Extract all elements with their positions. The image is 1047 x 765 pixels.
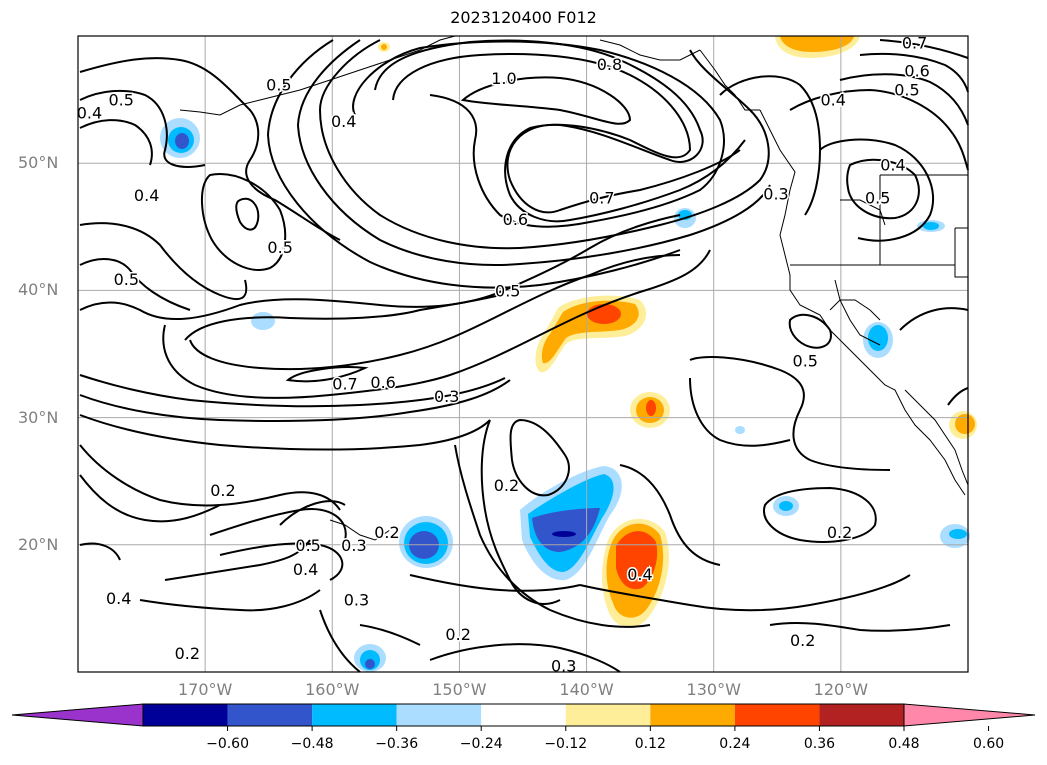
pos-anomaly-central	[535, 295, 647, 373]
contour-label: 0.4	[106, 589, 131, 608]
contour-label: 0.4	[331, 112, 356, 131]
contour-label: 0.7	[589, 189, 614, 208]
contour-label: 0.4	[134, 186, 159, 205]
map-frame	[77, 35, 969, 673]
contour-label: 0.5	[114, 270, 139, 289]
colorbar-tick-label: 0.36	[803, 736, 836, 752]
colorbar-tick-label: 0.60	[972, 736, 1005, 752]
colorbar-tick-label: −0.60	[206, 736, 249, 752]
colorbar-segment	[396, 704, 482, 726]
longitude-label: 150°W	[432, 680, 487, 699]
neg-anomaly-hawaii-east	[399, 516, 453, 568]
colorbar-extend-min	[11, 703, 144, 727]
contour-label: 0.7	[332, 374, 357, 393]
colorbar-segment	[227, 704, 313, 726]
contour-label: 0.5	[865, 189, 890, 208]
contour-label: 0.3	[434, 387, 459, 406]
contour-label: 0.4	[880, 155, 905, 174]
colorbar-segment	[481, 704, 566, 726]
colorbar-segment	[819, 704, 904, 726]
map-title: 2023120400 F012	[450, 8, 597, 27]
contour-label: 0.2	[374, 523, 399, 542]
contour-label: 0.6	[370, 373, 395, 392]
colorbar-segment	[312, 704, 397, 726]
pos-anomaly-small	[378, 36, 977, 439]
contour-label: 0.2	[494, 476, 519, 495]
longitude-label: 140°W	[559, 680, 614, 699]
contour-label: 0.2	[445, 625, 470, 644]
latitude-label: 30°N	[18, 407, 59, 427]
longitude-label: 130°W	[686, 680, 741, 699]
contour-label: 0.3	[344, 590, 369, 609]
pos-anomaly-south	[602, 518, 670, 628]
contour-label: 0.7	[902, 33, 927, 52]
contour-label: 0.5	[495, 281, 520, 300]
neg-anomaly-south	[354, 644, 386, 672]
contour-label: 0.5	[894, 80, 919, 99]
contour-label: 0.3	[341, 536, 366, 555]
contour-label: 0.5	[267, 238, 292, 257]
latitude-label: 40°N	[18, 280, 59, 300]
contour-label: 1.0	[491, 69, 516, 88]
colorbar-tick-label: −0.12	[544, 736, 588, 752]
colorbar-tick-label: −0.24	[459, 736, 503, 752]
longitude-label: 160°W	[305, 680, 360, 699]
contour-label: 0.8	[597, 55, 622, 74]
colorbar	[11, 703, 1036, 731]
contour-label: 0.2	[790, 631, 815, 650]
colorbar-segment	[143, 704, 228, 726]
colorbar-tick-label: 0.12	[634, 736, 666, 752]
neg-anomaly-gulf-alaska	[160, 118, 200, 158]
latitude-label: 20°N	[18, 534, 59, 554]
colorbar-segment	[565, 704, 651, 726]
longitude-label: 120°W	[813, 680, 869, 699]
contour-label: 0.3	[763, 185, 788, 204]
contour-lines	[79, 39, 969, 673]
colorbar-segment	[734, 704, 820, 726]
contour-label: 0.5	[793, 351, 818, 370]
contour-label: 0.6	[904, 61, 929, 80]
colorbar-tick-label: −0.36	[375, 736, 419, 752]
contour-label: 0.5	[295, 536, 320, 555]
contour-label: 0.5	[266, 75, 291, 94]
colorbar-frame	[142, 703, 905, 727]
contour-label: 0.6	[503, 210, 528, 229]
contour-label-layer: 1.00.80.70.60.50.40.40.50.30.70.60.50.40…	[75, 32, 931, 677]
contour-label: 0.3	[551, 657, 576, 676]
contour-label: 0.4	[821, 91, 846, 110]
contour-label: 0.4	[293, 560, 318, 579]
colorbar-tick-label: −0.48	[290, 736, 334, 752]
contour-label: 0.5	[109, 91, 134, 110]
colorbar-extend-max	[903, 703, 1036, 727]
colorbar-segment	[650, 704, 735, 726]
contour-label: 0.4	[627, 565, 652, 584]
coastlines	[179, 35, 969, 541]
longitude-label: 170°W	[177, 680, 233, 699]
contour-label: 0.2	[827, 523, 852, 542]
latitude-label: 50°N	[18, 153, 59, 173]
colorbar-tick-label: 0.48	[888, 736, 920, 752]
colorbar-tick-label: 0.24	[719, 736, 751, 752]
contour-label: 0.2	[210, 481, 235, 500]
contour-label: 0.4	[77, 103, 102, 122]
contour-label: 0.2	[175, 644, 200, 663]
